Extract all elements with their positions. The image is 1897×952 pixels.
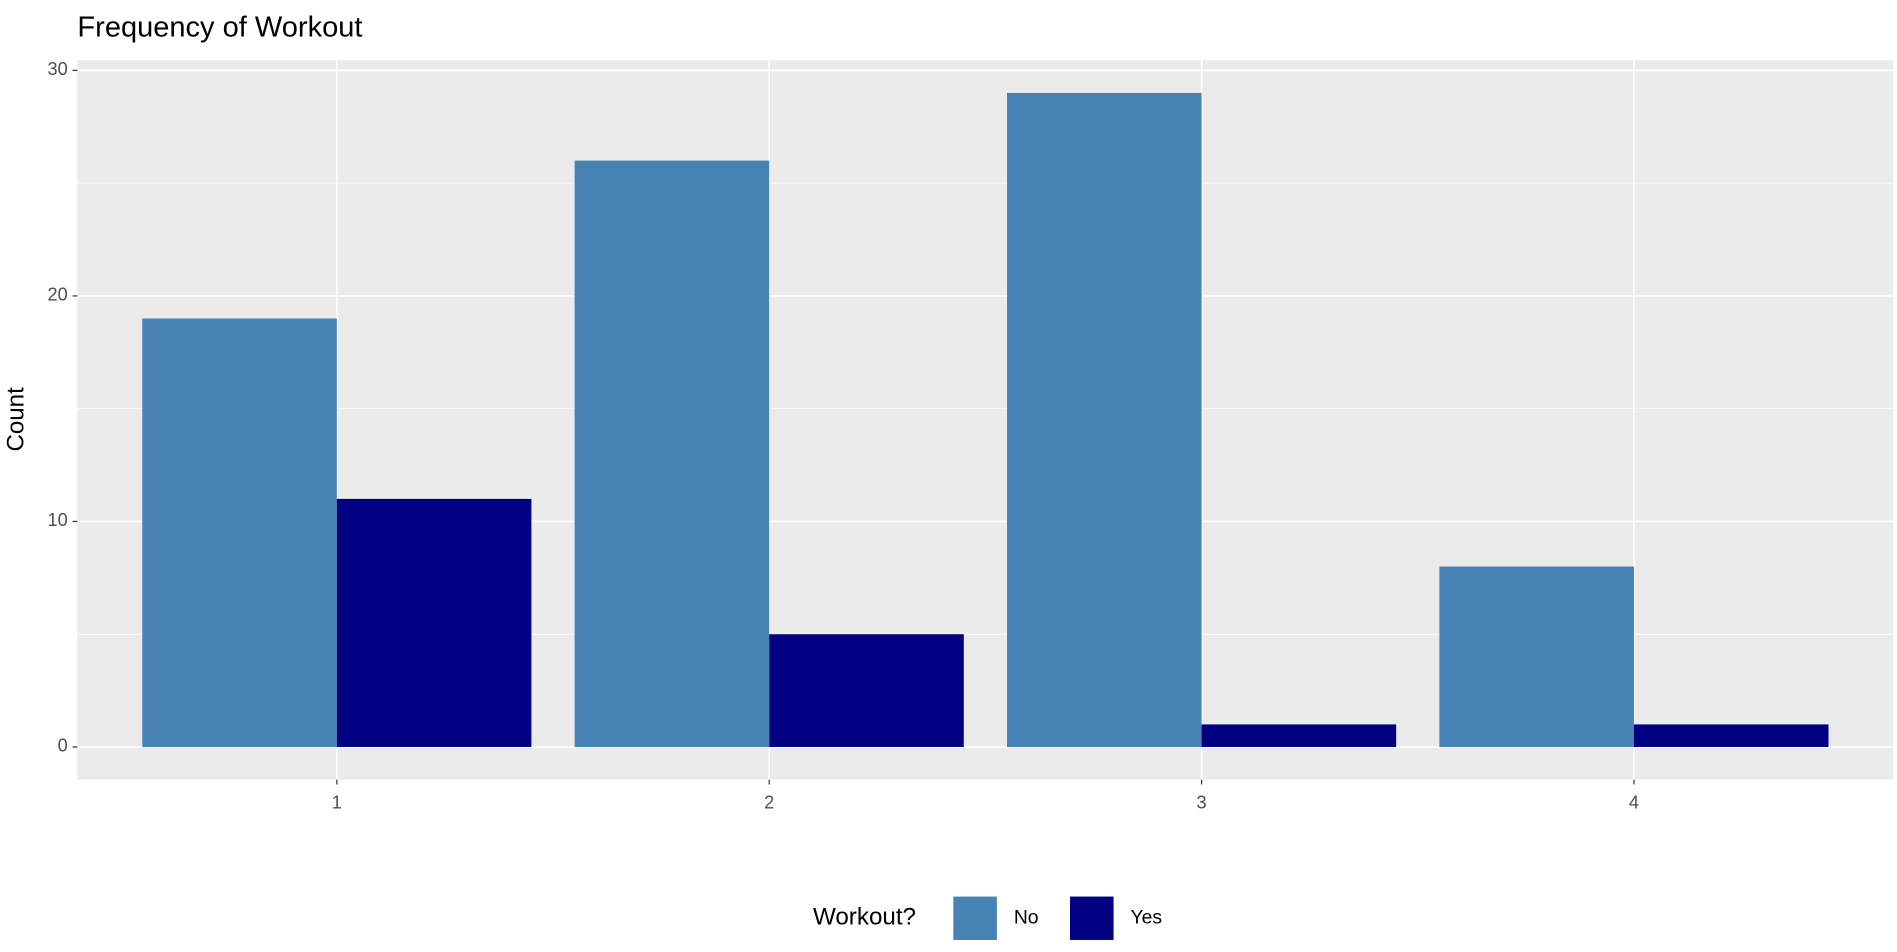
x-tick-label: 1 xyxy=(332,793,342,813)
y-tick-label: 0 xyxy=(58,736,68,756)
y-tick-label: 10 xyxy=(48,510,68,530)
bar xyxy=(336,498,532,747)
y-tick-label: 30 xyxy=(48,59,68,79)
legend-title: Workout? xyxy=(813,904,916,931)
y-tick-label: 20 xyxy=(48,285,68,305)
y-axis-title: Count xyxy=(2,387,29,452)
bar xyxy=(1439,566,1634,747)
x-tick-label: 4 xyxy=(1629,793,1639,813)
bar xyxy=(1007,92,1202,747)
chart-title: Frequency of Workout xyxy=(77,12,362,44)
bar xyxy=(574,160,770,747)
bar xyxy=(142,318,337,747)
x-tick-label: 3 xyxy=(1197,793,1207,813)
legend-label: No xyxy=(1014,907,1039,928)
x-tick-label: 2 xyxy=(764,793,774,813)
bar xyxy=(769,634,964,747)
legend-key xyxy=(1070,896,1114,940)
legend-label: Yes xyxy=(1130,907,1162,928)
bar xyxy=(1201,724,1397,747)
legend-key xyxy=(953,896,997,940)
bar xyxy=(1633,724,1829,747)
